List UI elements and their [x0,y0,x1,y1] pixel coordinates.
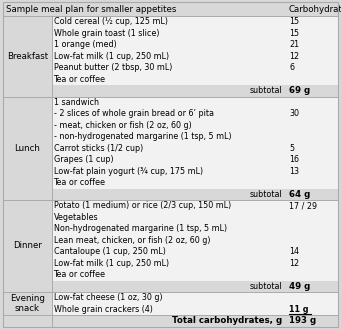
Text: Tea or coffee: Tea or coffee [54,178,106,187]
Text: 21: 21 [289,40,299,49]
Bar [3,292,51,315]
Text: Lunch: Lunch [14,144,40,153]
Text: Whole grain toast (1 slice): Whole grain toast (1 slice) [54,29,159,38]
Bar [51,50,338,62]
Bar [51,154,338,166]
Bar [51,143,338,154]
Text: 64 g: 64 g [289,190,310,199]
Text: 16: 16 [289,155,299,164]
Text: 1 orange (med): 1 orange (med) [54,40,116,49]
Text: Grapes (1 cup): Grapes (1 cup) [54,155,113,164]
Bar [51,223,338,235]
Text: Sample meal plan for smaller appetites: Sample meal plan for smaller appetites [6,5,176,14]
Text: Dinner: Dinner [13,242,42,250]
Text: Cantaloupe (1 cup, 250 mL): Cantaloupe (1 cup, 250 mL) [54,247,165,256]
Text: Low-fat milk (1 cup, 250 mL): Low-fat milk (1 cup, 250 mL) [54,259,169,268]
Text: 17 / 29: 17 / 29 [289,201,317,210]
Bar [51,280,338,292]
Text: 30: 30 [289,109,299,118]
Bar [3,315,338,326]
Text: Vegetables: Vegetables [54,213,98,222]
Text: 5: 5 [289,144,294,153]
Text: - non-hydrogenated margarine (1 tsp, 5 mL): - non-hydrogenated margarine (1 tsp, 5 m… [54,132,231,141]
Text: 15: 15 [289,29,299,38]
Text: subtotal: subtotal [249,190,282,199]
Text: Low-fat plain yogurt (¾ cup, 175 mL): Low-fat plain yogurt (¾ cup, 175 mL) [54,167,203,176]
Bar [51,108,338,119]
Text: Potato (1 medium) or rice (2/3 cup, 150 mL): Potato (1 medium) or rice (2/3 cup, 150 … [54,201,231,210]
Text: 11 g: 11 g [289,305,309,314]
Bar [51,235,338,246]
Text: Tea or coffee: Tea or coffee [54,75,106,84]
Bar [3,16,51,96]
Text: - meat, chicken or fish (2 oz, 60 g): - meat, chicken or fish (2 oz, 60 g) [54,121,191,130]
Text: Total carbohydrates, g: Total carbohydrates, g [172,316,282,325]
Bar [3,96,51,200]
Text: Whole grain crackers (4): Whole grain crackers (4) [54,305,152,314]
Bar [51,119,338,131]
Bar [51,304,338,315]
Bar [51,200,338,212]
Bar [51,16,338,27]
Bar [3,2,338,16]
Text: Low-fat cheese (1 oz, 30 g): Low-fat cheese (1 oz, 30 g) [54,293,162,302]
Text: 13: 13 [289,167,299,176]
Bar [51,27,338,39]
Bar [51,257,338,269]
Text: Non-hydrogenated margarine (1 tsp, 5 mL): Non-hydrogenated margarine (1 tsp, 5 mL) [54,224,227,233]
Text: 12: 12 [289,259,299,268]
Bar [51,131,338,143]
Text: 193 g: 193 g [289,316,316,325]
Text: Breakfast: Breakfast [7,52,48,61]
Text: Tea or coffee: Tea or coffee [54,270,106,279]
Text: 6: 6 [289,63,294,72]
Bar [51,212,338,223]
Bar [3,315,51,326]
Text: 69 g: 69 g [289,86,310,95]
Bar [51,292,338,304]
Bar [51,166,338,177]
Bar [51,96,338,108]
Text: subtotal: subtotal [249,282,282,291]
Text: Low-fat milk (1 cup, 250 mL): Low-fat milk (1 cup, 250 mL) [54,52,169,61]
Bar [51,246,338,257]
Text: 15: 15 [289,17,299,26]
Text: 14: 14 [289,247,299,256]
Text: - 2 slices of whole grain bread or 6’ pita: - 2 slices of whole grain bread or 6’ pi… [54,109,213,118]
Bar [51,39,338,50]
Bar [51,62,338,74]
Text: 12: 12 [289,52,299,61]
Bar [51,74,338,85]
Bar [3,200,51,292]
Bar [51,85,338,96]
Text: Peanut butter (2 tbsp, 30 mL): Peanut butter (2 tbsp, 30 mL) [54,63,172,72]
Bar [51,177,338,188]
Text: Carrot sticks (1/2 cup): Carrot sticks (1/2 cup) [54,144,143,153]
Text: Evening
snack: Evening snack [10,294,45,313]
Text: 1 sandwich: 1 sandwich [54,98,99,107]
Text: Cold cereal (½ cup, 125 mL): Cold cereal (½ cup, 125 mL) [54,17,167,26]
Text: subtotal: subtotal [249,86,282,95]
Text: 49 g: 49 g [289,282,310,291]
Bar [51,315,338,326]
Text: Carbohydrates,g: Carbohydrates,g [288,5,341,14]
Bar [51,188,338,200]
Text: Lean meat, chicken, or fish (2 oz, 60 g): Lean meat, chicken, or fish (2 oz, 60 g) [54,236,210,245]
Bar [51,269,338,280]
